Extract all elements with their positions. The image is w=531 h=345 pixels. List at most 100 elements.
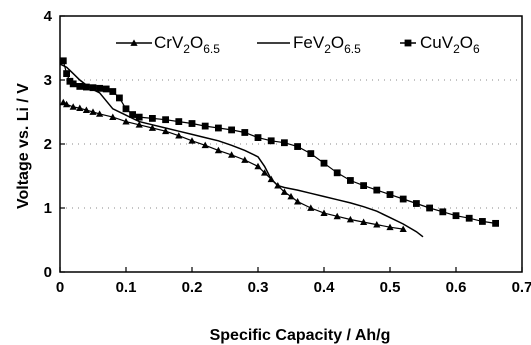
data-point xyxy=(214,146,222,154)
data-point xyxy=(320,159,328,167)
legend-marker xyxy=(130,39,138,46)
data-point xyxy=(333,169,341,177)
data-point xyxy=(135,121,143,128)
data-point xyxy=(254,134,262,141)
y-axis-label: Voltage vs. Li / V xyxy=(15,83,32,209)
data-point xyxy=(63,70,70,77)
data-point xyxy=(122,105,130,113)
data-point xyxy=(360,182,367,189)
y-tick-label: 0 xyxy=(44,264,52,281)
data-point xyxy=(162,116,169,124)
data-point xyxy=(135,113,143,121)
data-point xyxy=(386,191,394,198)
x-tick-label: 0.5 xyxy=(380,279,401,296)
data-point xyxy=(201,122,209,130)
data-point xyxy=(76,104,84,112)
legend-entry: CuV2O6 xyxy=(400,33,480,56)
series-layer xyxy=(60,57,499,238)
x-tick-label: 0.6 xyxy=(446,279,467,296)
data-point xyxy=(89,84,97,92)
x-tick-label: 0.1 xyxy=(116,279,137,296)
data-point xyxy=(82,106,90,113)
data-point xyxy=(261,169,269,176)
data-point xyxy=(89,108,97,115)
data-point xyxy=(116,94,123,102)
y-tick-label: 2 xyxy=(44,136,52,153)
data-point xyxy=(307,204,315,211)
data-point xyxy=(149,115,156,122)
data-point xyxy=(294,143,301,150)
data-point xyxy=(347,177,354,184)
x-tick-label: 0.3 xyxy=(248,279,269,296)
data-point xyxy=(287,192,295,200)
data-point xyxy=(452,212,460,220)
data-point xyxy=(60,57,67,65)
data-point xyxy=(281,139,288,147)
series-line xyxy=(62,60,496,224)
data-point xyxy=(386,223,394,231)
data-point xyxy=(241,156,249,163)
data-point xyxy=(188,137,196,144)
y-tick-label: 3 xyxy=(44,72,52,89)
legend-label: FeV2O6.5 xyxy=(293,33,361,56)
data-point xyxy=(69,80,77,88)
data-point xyxy=(254,162,262,170)
data-point xyxy=(188,120,196,127)
data-point xyxy=(109,88,117,95)
data-point xyxy=(228,126,235,134)
data-point xyxy=(479,218,486,225)
legend: CrV2O6.5 FeV2O6.5 CuV2O6 xyxy=(116,33,480,56)
data-point xyxy=(465,214,473,222)
data-point xyxy=(76,83,84,90)
data-point xyxy=(96,84,103,92)
data-point xyxy=(129,111,136,118)
data-point xyxy=(492,219,499,227)
grid-lines xyxy=(60,79,522,209)
y-axis-ticks: 0 1 2 3 4 xyxy=(44,8,65,281)
data-point xyxy=(175,118,183,125)
series-line xyxy=(63,101,404,230)
x-tick-label: 0.4 xyxy=(314,279,336,296)
data-point xyxy=(320,209,328,216)
data-point xyxy=(109,113,117,120)
data-point xyxy=(307,150,315,157)
x-tick-label: 0.2 xyxy=(182,279,203,296)
x-tick-label: 0 xyxy=(56,279,64,296)
x-tick-label: 0.7 xyxy=(512,279,531,296)
data-point xyxy=(426,204,433,212)
y-tick-label: 4 xyxy=(44,8,53,25)
data-point xyxy=(215,124,222,132)
legend-entry: CrV2O6.5 xyxy=(116,33,220,56)
x-axis-ticks: 0 0.1 0.2 0.3 0.4 0.5 0.6 0.7 xyxy=(56,267,531,296)
data-point xyxy=(201,141,209,149)
data-point xyxy=(228,151,236,158)
data-point xyxy=(280,188,288,195)
data-point xyxy=(399,225,407,232)
legend-label: CuV2O6 xyxy=(420,33,480,56)
data-point xyxy=(96,110,104,117)
legend-entry: FeV2O6.5 xyxy=(257,33,361,56)
legend-label: CrV2O6.5 xyxy=(154,33,220,56)
data-point xyxy=(175,132,183,139)
data-point xyxy=(241,129,249,136)
data-point xyxy=(294,198,302,205)
series-cuv xyxy=(60,57,499,227)
data-point xyxy=(373,186,381,194)
data-point xyxy=(267,137,275,145)
data-point xyxy=(162,127,170,135)
data-point xyxy=(413,200,420,207)
data-point xyxy=(69,103,77,110)
data-point xyxy=(83,83,90,91)
data-point xyxy=(360,218,368,225)
y-tick-label: 1 xyxy=(44,200,52,217)
data-point xyxy=(373,221,381,228)
legend-marker xyxy=(404,39,412,47)
data-point xyxy=(399,195,407,203)
data-point xyxy=(439,208,447,216)
data-point xyxy=(346,215,354,223)
data-point xyxy=(122,118,130,125)
data-point xyxy=(148,124,156,131)
series-crv xyxy=(60,98,407,232)
data-point xyxy=(333,212,341,220)
data-point xyxy=(63,100,71,108)
